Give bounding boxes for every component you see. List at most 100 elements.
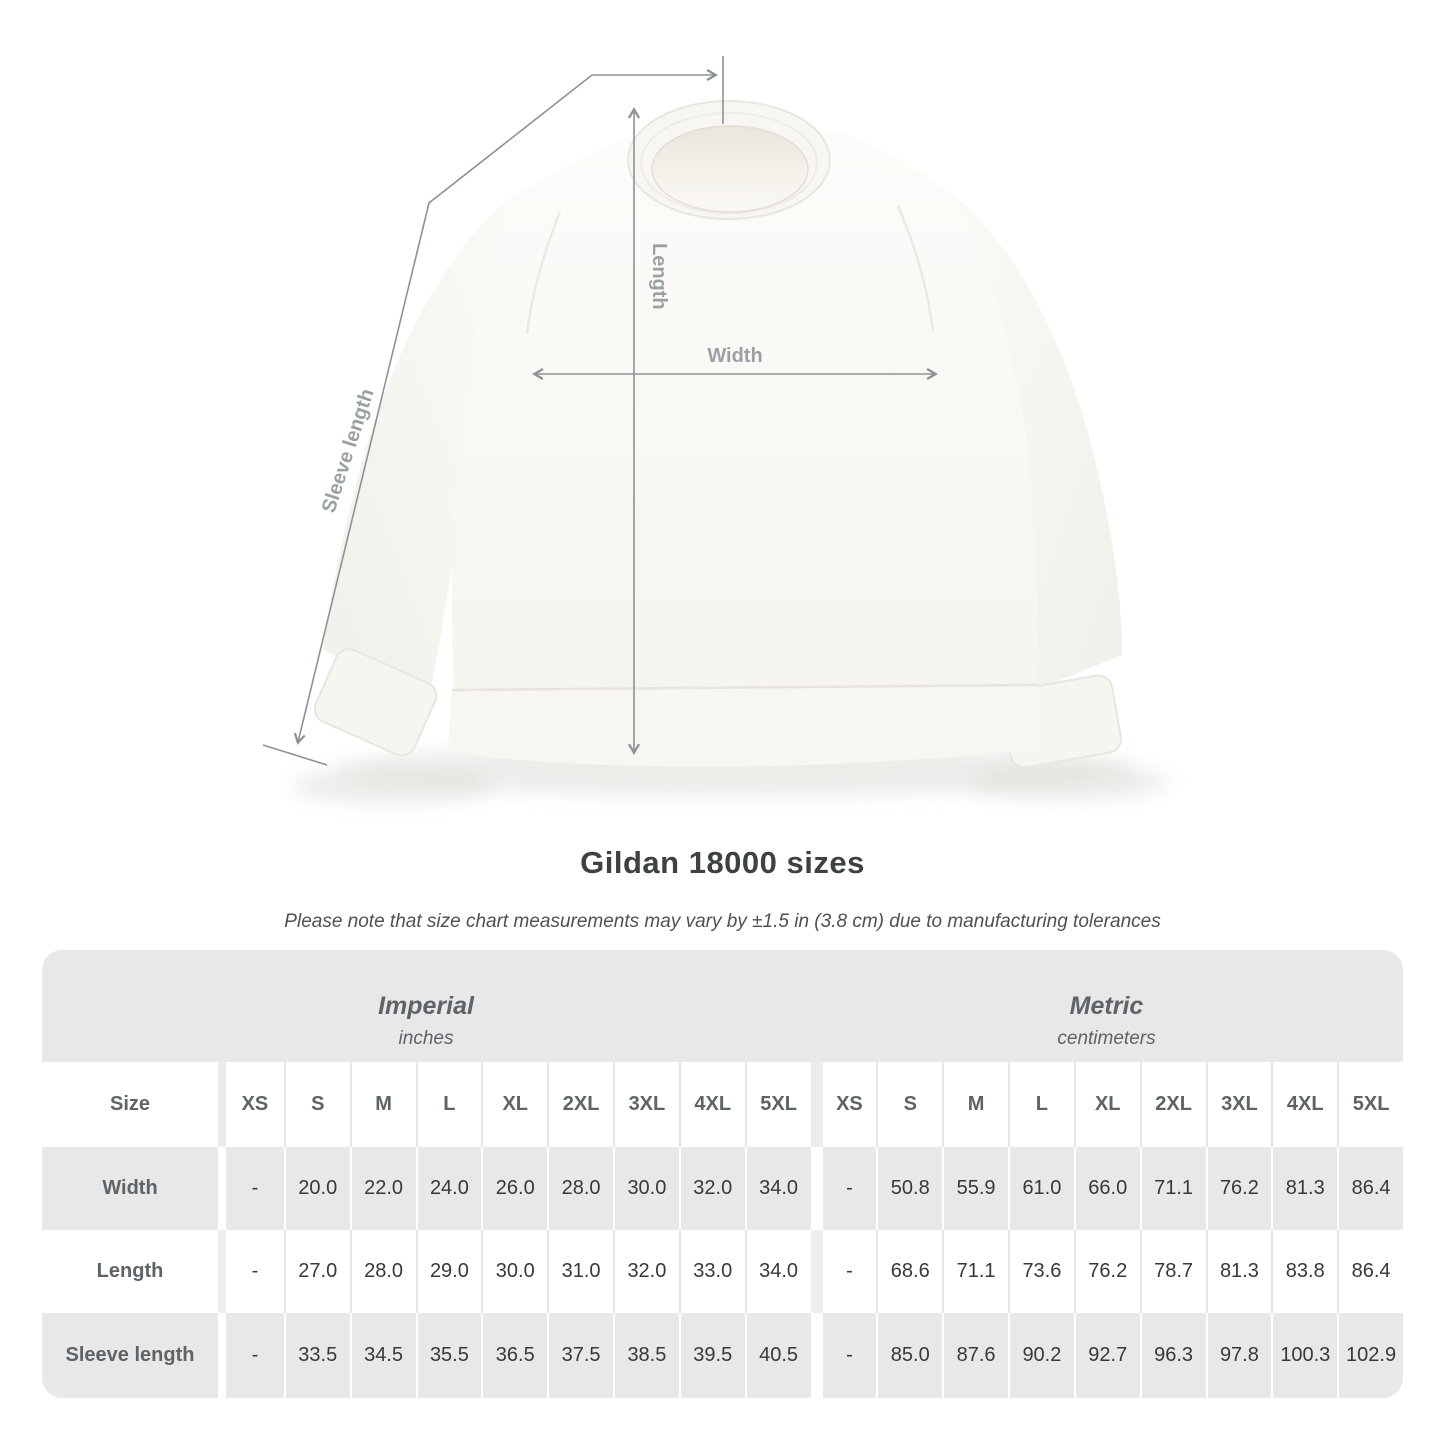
size-header-cell: 5XL [744, 1062, 811, 1147]
value-cell: 76.2 [1205, 1147, 1272, 1230]
value-cell: 73.6 [1008, 1230, 1074, 1313]
value-cell: 34.0 [744, 1147, 811, 1230]
value-cell: 36.5 [481, 1313, 547, 1398]
value-cell: 28.0 [349, 1230, 416, 1313]
value-cell: 20.0 [283, 1147, 350, 1230]
value-cell: 85.0 [876, 1313, 942, 1398]
value-cell: 33.0 [678, 1230, 745, 1313]
value-cell: - [218, 1313, 284, 1398]
table-header-row: Size XS S M L XL 2XL 3XL 4XL 5XL XS S M … [42, 1062, 1403, 1147]
value-cell: 81.3 [1205, 1230, 1272, 1313]
imperial-unit: inches [398, 1028, 454, 1049]
value-cell: 26.0 [481, 1147, 547, 1230]
sweatshirt-photo [313, 100, 1122, 769]
value-cell: 33.5 [283, 1313, 350, 1398]
value-cell: 39.5 [678, 1313, 745, 1398]
value-cell: - [218, 1147, 284, 1230]
value-cell: 34.0 [744, 1230, 811, 1313]
size-header-cell: 5XL [1337, 1062, 1403, 1147]
value-cell: 32.0 [613, 1230, 679, 1313]
left-sleeve [323, 202, 516, 700]
tolerance-note: Please note that size chart measurements… [284, 911, 1161, 932]
value-cell: 27.0 [283, 1230, 350, 1313]
value-cell: 31.0 [547, 1230, 613, 1313]
value-cell: 30.0 [613, 1147, 679, 1230]
table-row-width: Width - 20.0 22.0 24.0 26.0 28.0 30.0 32… [42, 1147, 1403, 1230]
value-cell: 66.0 [1073, 1147, 1140, 1230]
value-cell: - [810, 1147, 877, 1230]
value-cell: 22.0 [349, 1147, 416, 1230]
size-header-cell: XS [218, 1062, 284, 1147]
unit-band: Imperial inches Metric centimeters [42, 950, 1403, 1062]
size-header-cell: 2XL [547, 1062, 613, 1147]
metric-unit: centimeters [1057, 1028, 1156, 1049]
value-cell: 76.2 [1073, 1230, 1140, 1313]
value-cell: 28.0 [547, 1147, 613, 1230]
size-header-cell: L [1008, 1062, 1074, 1147]
size-header-cell: 2XL [1139, 1062, 1206, 1147]
value-cell: 55.9 [942, 1147, 1008, 1230]
value-cell: 86.4 [1337, 1147, 1403, 1230]
value-cell: - [810, 1230, 877, 1313]
left-armhole-seam [525, 211, 562, 335]
value-cell: 68.6 [876, 1230, 942, 1313]
size-header-cell: S [876, 1062, 942, 1147]
value-cell: 35.5 [415, 1313, 482, 1398]
page-title: Gildan 18000 sizes [580, 845, 865, 880]
value-cell: 29.0 [415, 1230, 482, 1313]
neck-opening [651, 125, 809, 213]
size-header-cell: M [942, 1062, 1008, 1147]
value-cell: 71.1 [1139, 1147, 1206, 1230]
value-cell: 78.7 [1139, 1230, 1206, 1313]
hem-band [448, 685, 1040, 767]
length-measure-label: Length [648, 243, 670, 310]
value-cell: - [810, 1313, 877, 1398]
size-header-cell: 3XL [613, 1062, 679, 1147]
row-label: Width [102, 1177, 158, 1199]
value-cell: 34.5 [349, 1313, 416, 1398]
size-header-cell: L [415, 1062, 482, 1147]
value-cell: 92.7 [1073, 1313, 1140, 1398]
row-label: Sleeve length [65, 1344, 195, 1366]
collar-seam [640, 112, 818, 214]
sweatshirt-measurement-diagram: Length Width Sleeve length [262, 56, 1168, 804]
left-cuff [313, 648, 438, 757]
value-cell: 40.5 [744, 1313, 811, 1398]
value-cell: 50.8 [876, 1147, 942, 1230]
imperial-unit-header: Imperial inches [42, 950, 810, 1062]
size-header-cell: 4XL [1271, 1062, 1337, 1147]
size-table: Imperial inches Metric centimeters Size … [42, 950, 1403, 1398]
hem-seam [451, 683, 1038, 692]
size-header-cell: M [349, 1062, 416, 1147]
size-header-cell: 4XL [678, 1062, 745, 1147]
metric-unit-header: Metric centimeters [810, 950, 1403, 1062]
value-cell: 81.3 [1271, 1147, 1337, 1230]
measurement-lines [262, 56, 939, 766]
width-measure-label: Width [707, 345, 762, 367]
value-cell: 90.2 [1008, 1313, 1074, 1398]
value-cell: 83.8 [1271, 1230, 1337, 1313]
value-cell: 102.9 [1337, 1313, 1403, 1398]
size-header-cell: XL [1073, 1062, 1140, 1147]
sleeve-end-tick [262, 744, 328, 766]
table-row-sleeve-length: Sleeve length - 33.5 34.5 35.5 36.5 37.5… [42, 1313, 1403, 1398]
value-cell: 71.1 [942, 1230, 1008, 1313]
value-cell: 100.3 [1271, 1313, 1337, 1398]
table-row-length: Length - 27.0 28.0 29.0 30.0 31.0 32.0 3… [42, 1230, 1403, 1313]
body-panel [452, 130, 1038, 693]
size-header-cell: XS [810, 1062, 877, 1147]
sleeve-length-line [293, 74, 593, 745]
value-cell: 97.8 [1205, 1313, 1272, 1398]
size-column-header: Size [109, 1093, 151, 1115]
row-label: Length [96, 1260, 164, 1282]
value-cell: 24.0 [415, 1147, 482, 1230]
value-cell: 96.3 [1139, 1313, 1206, 1398]
value-cell: 37.5 [547, 1313, 613, 1398]
value-cell: 32.0 [678, 1147, 745, 1230]
size-header-cell: S [283, 1062, 350, 1147]
value-cell: - [218, 1230, 284, 1313]
metric-title: Metric [1069, 992, 1144, 1020]
value-cell: 38.5 [613, 1313, 679, 1398]
imperial-title: Imperial [378, 992, 474, 1020]
